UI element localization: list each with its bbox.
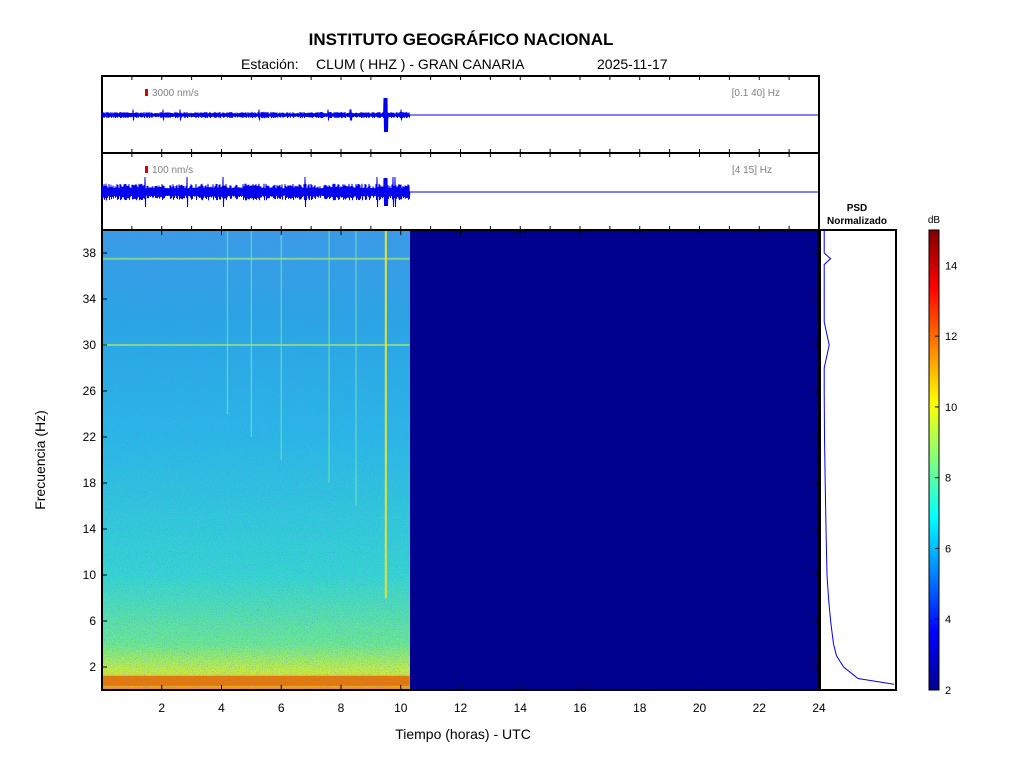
trace2-scale-label: 100 nm/s: [152, 165, 193, 176]
x-tick-label: 8: [338, 701, 345, 715]
y-tick-label: 30: [83, 338, 97, 352]
noise-band: [102, 344, 410, 346]
x-tick-label: 10: [394, 701, 408, 715]
colorbar-tick-label: 12: [945, 331, 957, 343]
trace-panel-broadband: 3000 nm/s [0.1 40] Hz: [101, 75, 820, 154]
x-tick-label: 22: [753, 701, 767, 715]
y-tick-label: 2: [89, 660, 96, 674]
colorbar-tick-label: 2: [945, 685, 951, 697]
trace2-waveform: [101, 176, 411, 208]
y-tick-label: 22: [83, 430, 97, 444]
y-tick-label: 18: [83, 476, 97, 490]
y-axis-label: Frecuencia (Hz): [32, 410, 48, 510]
x-axis-label: Tiempo (horas) - UTC: [395, 726, 531, 742]
colorbar-ticks: 2 4 6 8 10 12 14: [935, 260, 957, 697]
spectrogram-noise-texture: [102, 230, 410, 690]
trace1-scale-marker: [145, 89, 148, 96]
y-tick-label: 34: [83, 292, 97, 306]
noise-band: [102, 675, 410, 686]
date-label: 2025-11-17: [597, 56, 668, 72]
y-tick-label: 6: [89, 614, 96, 628]
y-tick-label: 10: [83, 568, 97, 582]
noise-band: [102, 257, 410, 260]
x-tick-label: 14: [514, 701, 528, 715]
trace-panel-filtered: 100 nm/s [4 15] Hz: [101, 152, 820, 231]
spectrogram-features: [102, 230, 410, 686]
colorbar: dB 2 4 6 8 10 12 14: [928, 215, 957, 697]
trace1-ticks: [131, 76, 790, 153]
x-tick-label: 20: [693, 701, 707, 715]
trace1-band-label: [0.1 40] Hz: [732, 88, 780, 99]
colorbar-tick-label: 4: [945, 614, 951, 626]
psd-curve: [823, 230, 895, 685]
colorbar-tick-label: 14: [945, 260, 957, 272]
trace2-scale-marker: [145, 166, 148, 173]
y-tick-label: 14: [83, 522, 97, 536]
colorbar-unit: dB: [928, 215, 941, 226]
colorbar-tick-label: 8: [945, 473, 951, 485]
x-tick-label: 2: [158, 701, 165, 715]
trace2-ticks: [131, 153, 790, 230]
station-label: CLUM ( HHZ ) - GRAN CANARIA: [316, 56, 525, 72]
x-tick-label: 4: [218, 701, 225, 715]
station-prefix: Estación:: [241, 56, 299, 72]
colorbar-tick-label: 10: [945, 402, 957, 414]
trace1-waveform: [101, 97, 411, 133]
x-tick-label: 6: [278, 701, 285, 715]
x-tick-label: 16: [573, 701, 587, 715]
trace2-band-label: [4 15] Hz: [732, 165, 772, 176]
psd-title: PSD: [847, 203, 868, 214]
y-tick-label: 26: [83, 384, 97, 398]
trace1-scale-label: 3000 nm/s: [152, 88, 199, 99]
x-tick-label: 18: [633, 701, 647, 715]
y-tick-label: 38: [83, 246, 97, 260]
spectrogram-no-data-region: [410, 230, 819, 690]
colorbar-tick-label: 6: [945, 543, 951, 555]
x-tick-label: 24: [812, 701, 826, 715]
figure-title: INSTITUTO GEOGRÁFICO NACIONAL: [309, 30, 614, 49]
psd-subtitle: Normalizado: [827, 216, 887, 227]
x-tick-label: 12: [454, 701, 468, 715]
psd-panel: PSD Normalizado: [819, 203, 897, 691]
